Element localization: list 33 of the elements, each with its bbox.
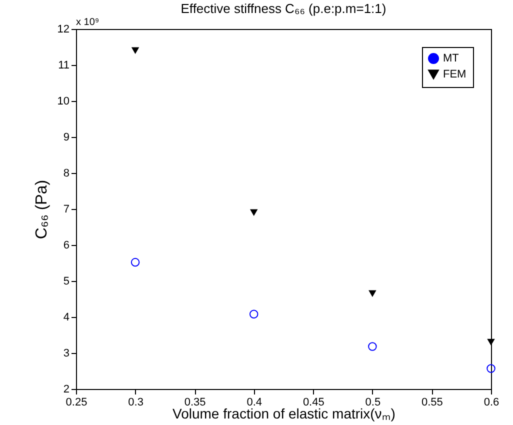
- point: [250, 209, 258, 216]
- x-tick-label: 0.55: [422, 396, 443, 408]
- x-tick-label: 0.25: [66, 396, 88, 408]
- y-tick-label: 4: [63, 312, 70, 324]
- point: [368, 342, 377, 351]
- y-tick-label: 12: [57, 24, 70, 36]
- x-tick-label: 0.3: [128, 396, 144, 408]
- y-tick-label: 5: [63, 276, 70, 288]
- point: [131, 47, 140, 54]
- point: [249, 310, 258, 318]
- point: [487, 338, 495, 346]
- y-tick-label: 3: [63, 348, 70, 360]
- y-tick-label: 8: [63, 168, 70, 180]
- legend-label: MT: [443, 52, 460, 64]
- y-tick-label: 6: [63, 240, 70, 252]
- point: [130, 258, 140, 267]
- y-tick-label: 7: [63, 204, 70, 216]
- y-axis-title: C₆₆ (Pa): [33, 180, 50, 240]
- text: x 10⁹: [76, 17, 100, 28]
- x-tick-label: 0.5: [365, 396, 381, 408]
- x-tick-label: 0.4: [246, 396, 262, 408]
- y-tick-label: 2: [63, 384, 70, 396]
- x-tick-label: 0.45: [302, 396, 324, 408]
- y-tick-label: 10: [57, 96, 70, 108]
- y-tick-label: 9: [63, 132, 70, 144]
- y-tick-label: 11: [58, 60, 70, 72]
- legend-label: FEM: [443, 68, 466, 80]
- x-axis-title: Volume fraction of elastic matrix(νₘ): [172, 406, 396, 422]
- point: [368, 290, 376, 297]
- chart-title: Effective stiffness C₆₆ (p.e:p.m=1:1): [180, 1, 386, 16]
- x-tick-label: 0.35: [184, 396, 206, 408]
- x-tick-label: 0.6: [484, 396, 500, 408]
- point: [486, 364, 496, 373]
